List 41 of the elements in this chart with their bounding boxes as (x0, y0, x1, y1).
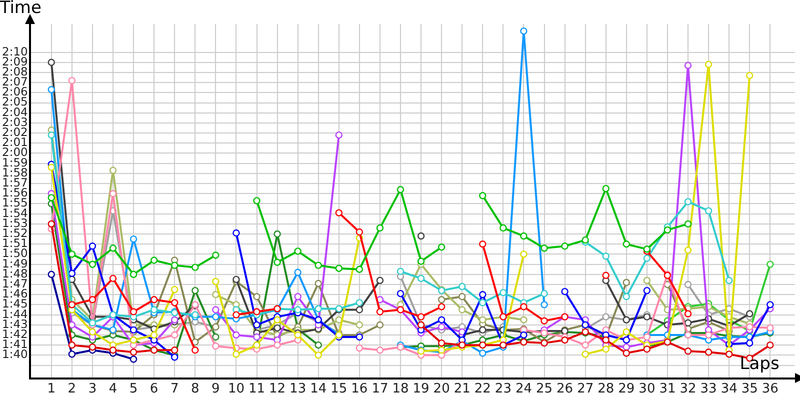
x-tick-label: 27 (577, 382, 594, 397)
x-tick-label: 9 (212, 382, 220, 397)
x-tick-label: 19 (412, 382, 430, 397)
x-tick-label: 36 (762, 382, 778, 397)
x-tick-label: 33 (700, 382, 717, 397)
x-tick-label: 3 (88, 382, 97, 397)
x-tick-label: 6 (150, 382, 158, 397)
y-tick-label: 1:52 (2, 226, 28, 240)
x-tick-label: 32 (680, 382, 696, 397)
x-tick-label: 12 (269, 382, 286, 397)
x-tick-label: 28 (598, 382, 614, 397)
x-tick-label: 22 (474, 382, 491, 397)
x-tick-label: 30 (638, 382, 656, 397)
x-tick-label: 26 (556, 382, 574, 397)
x-tick-label: 24 (515, 382, 532, 397)
x-tick-label: 13 (290, 382, 306, 397)
x-tick-label: 14 (310, 382, 327, 397)
x-tick-label: 8 (191, 382, 200, 397)
y-tick-label: 1:47 (2, 276, 28, 290)
x-tick-label: 16 (351, 382, 368, 397)
x-tick-label: 5 (129, 382, 138, 397)
x-tick-label: 4 (108, 382, 118, 397)
x-tick-label: 11 (248, 382, 266, 397)
x-tick-label: 7 (170, 382, 179, 397)
x-tick-label: 2 (68, 382, 76, 397)
x-axis-title: Laps (740, 354, 780, 374)
x-tick-label: 1 (47, 382, 56, 397)
x-tick-label: 23 (494, 382, 512, 397)
x-tick-label: 18 (392, 382, 409, 397)
x-tick-label: 20 (433, 382, 450, 397)
y-tick-label: 1:40 (2, 347, 28, 362)
x-tick-label: 15 (330, 382, 348, 397)
y-axis-title: Time (0, 0, 42, 18)
x-tick-label: 35 (741, 382, 758, 397)
x-tick-label: 34 (720, 382, 738, 397)
x-tick-label: 10 (228, 382, 244, 397)
x-tick-label: 21 (454, 382, 470, 397)
x-tick-label: 17 (372, 382, 388, 397)
x-tick-label: 25 (536, 382, 553, 397)
x-tick-label: 31 (659, 382, 676, 397)
x-tick-label: 29 (618, 382, 635, 397)
